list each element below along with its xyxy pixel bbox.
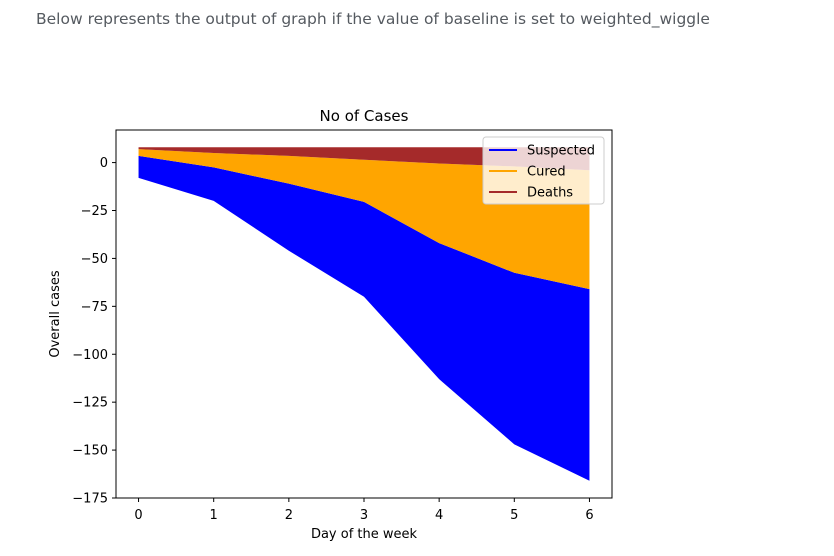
y-axis-label: Overall cases	[48, 270, 63, 357]
area-cured	[138, 149, 590, 290]
x-axis-label: Day of the week	[311, 527, 418, 542]
legend-box	[482, 136, 605, 205]
x-tick-label: 2	[285, 508, 293, 523]
y-axis: 0 −25 −50 −75 −100 −125 −150 −175	[72, 156, 116, 507]
x-tick-label: 0	[134, 508, 142, 523]
x-tick-label: 4	[435, 508, 443, 523]
legend-label-suspected: Suspected	[527, 144, 595, 159]
areas-layer	[138, 147, 590, 481]
y-tick-label: −25	[81, 204, 108, 219]
caption-text: Below represents the output of graph if …	[36, 10, 710, 28]
y-tick-label: −125	[72, 396, 108, 411]
legend-label-deaths: Deaths	[527, 186, 573, 201]
area-deaths	[138, 147, 590, 171]
x-tick-label: 3	[360, 508, 368, 523]
legend: Suspected Cured Deaths	[482, 136, 605, 205]
area-suspected	[138, 155, 590, 481]
x-tick-label: 5	[510, 508, 518, 523]
x-tick-label: 6	[585, 508, 593, 523]
y-tick-label: −50	[81, 252, 108, 267]
legend-label-cured: Cured	[527, 165, 566, 180]
y-tick-label: −150	[72, 444, 108, 459]
y-tick-label: 0	[100, 156, 108, 171]
y-tick-label: −100	[72, 348, 108, 363]
chart-title: No of Cases	[320, 107, 409, 125]
y-tick-label: −75	[81, 300, 108, 315]
y-tick-label: −175	[72, 492, 108, 507]
x-tick-label: 1	[210, 508, 218, 523]
x-axis: 0 1 2 3 4 5 6	[134, 498, 594, 523]
